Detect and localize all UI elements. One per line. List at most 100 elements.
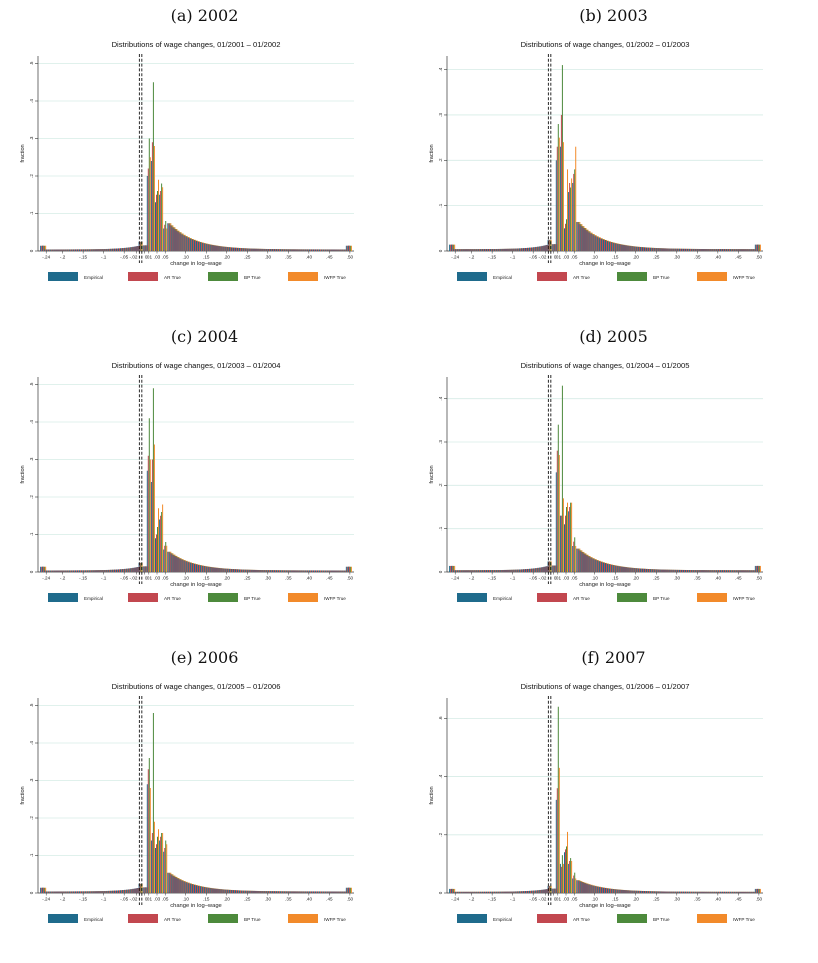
y-tick-label: .1 — [29, 853, 34, 857]
bar-ar — [164, 224, 166, 251]
bar-empirical — [449, 565, 451, 572]
bar-ar — [231, 569, 233, 572]
x-tick-label: .15 — [612, 576, 619, 581]
bar-ar — [731, 249, 733, 251]
bar-empirical — [724, 249, 726, 251]
bar-empirical — [479, 249, 481, 251]
bar-empirical — [150, 482, 152, 572]
bar-empirical — [68, 891, 70, 893]
bar-empirical — [475, 570, 477, 572]
bar-empirical — [609, 888, 611, 893]
bar-empirical — [623, 567, 625, 572]
bar-ar — [328, 570, 330, 572]
bar-empirical — [537, 890, 539, 893]
bar-ar — [316, 249, 318, 251]
bar-empirical — [625, 567, 627, 572]
bar-empirical — [132, 246, 134, 251]
bar-empirical — [347, 566, 349, 572]
bar-empirical — [543, 889, 545, 893]
bar-ar — [714, 891, 716, 893]
bar-ar — [221, 889, 223, 893]
bar-empirical — [697, 891, 699, 893]
bar-empirical — [555, 472, 557, 572]
legend-swatch-ar — [128, 593, 158, 602]
bar-ar — [530, 568, 532, 572]
bar-empirical — [656, 248, 658, 251]
bar-ar — [638, 568, 640, 572]
bar-empirical — [70, 891, 72, 893]
bar-ar — [577, 880, 579, 893]
bar-empirical — [541, 567, 543, 572]
bar-iwfp — [162, 833, 164, 893]
bar-ar — [133, 888, 135, 893]
bar-ar — [542, 245, 544, 251]
bar-ar — [581, 551, 583, 572]
bar-empirical — [300, 570, 302, 572]
legend-swatch-ar — [537, 593, 567, 602]
bar-ar — [272, 570, 274, 572]
bar-iwfp — [158, 179, 160, 251]
bar-empirical — [212, 888, 214, 893]
bar-ar — [328, 249, 330, 251]
bar-empirical — [107, 248, 109, 251]
bar-ar — [100, 891, 102, 893]
bar-ar — [57, 570, 59, 572]
bar-ar — [645, 568, 647, 572]
y-tick-label: .1 — [29, 532, 34, 536]
bar-ar — [174, 229, 176, 251]
bar-ar — [622, 889, 624, 893]
x-tick-label: .50 — [756, 897, 763, 902]
bar-ar — [716, 249, 718, 251]
bar-empirical — [699, 249, 701, 251]
bar-empirical — [580, 551, 582, 572]
bar-ar — [299, 891, 301, 893]
bar-empirical — [251, 248, 253, 251]
bar-ar — [314, 891, 316, 893]
bar-ar — [67, 570, 69, 572]
bar-ar — [642, 568, 644, 572]
bar-ar — [338, 249, 340, 251]
bar-iwfp — [567, 169, 569, 251]
bar-ar — [634, 568, 636, 572]
x-tick-label: .05 — [162, 576, 169, 581]
bar-empirical — [44, 891, 46, 893]
bar-ar — [348, 566, 350, 572]
bar-empirical — [609, 242, 611, 251]
bar-empirical — [453, 891, 455, 893]
bar-empirical — [77, 891, 79, 893]
bar-empirical — [128, 568, 130, 572]
bar-empirical — [537, 246, 539, 251]
bar-ar — [671, 569, 673, 572]
y-tick-label: .1 — [29, 211, 34, 215]
bar-empirical — [623, 890, 625, 893]
x-tick-label: .10 — [592, 576, 599, 581]
bar-empirical — [724, 891, 726, 893]
bar-empirical — [239, 569, 241, 572]
bar-empirical — [553, 888, 555, 893]
bar-empirical — [750, 249, 752, 251]
bar-ar — [240, 569, 242, 572]
x-tick-label: 0 — [554, 255, 557, 260]
bar-ar — [55, 249, 57, 251]
bar-ar — [131, 889, 133, 893]
bar-empirical — [531, 247, 533, 251]
y-tick-label: .4 — [29, 741, 34, 745]
bar-empirical — [486, 891, 488, 893]
bar-empirical — [251, 569, 253, 572]
bar-ar — [75, 249, 77, 251]
bar-empirical — [278, 570, 280, 572]
x-tick-label: .20 — [633, 897, 640, 902]
bar-empirical — [650, 247, 652, 251]
bar-empirical — [189, 239, 191, 251]
bar-ar — [61, 570, 63, 572]
bar-empirical — [520, 248, 522, 251]
bar-empirical — [572, 546, 574, 572]
bar-empirical — [101, 570, 103, 572]
bar-ar — [493, 570, 495, 572]
x-axis-label: change in log–wage — [579, 903, 631, 909]
bar-empirical — [529, 890, 531, 893]
bar-bp — [570, 187, 572, 251]
bar-iwfp — [454, 244, 456, 251]
bar-ar — [517, 891, 519, 893]
bar-empirical — [664, 569, 666, 572]
